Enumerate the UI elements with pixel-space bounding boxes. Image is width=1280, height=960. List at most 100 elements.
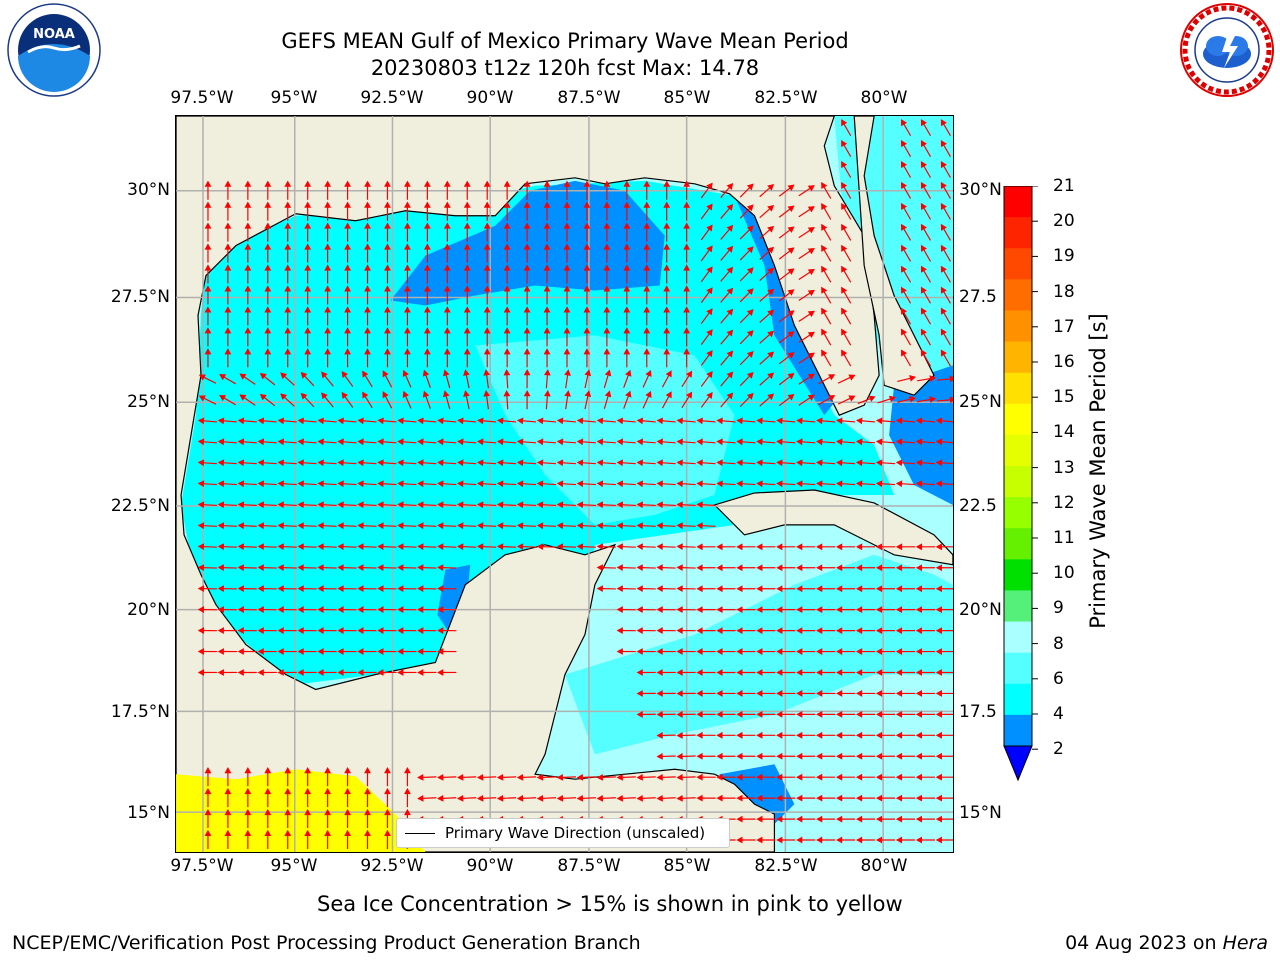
wave-direction-arrow (264, 327, 272, 347)
lat-tick-right: 30°N (959, 180, 1002, 200)
wave-direction-arrow (636, 480, 656, 488)
wave-direction-arrow (304, 306, 312, 326)
wave-direction-arrow (603, 180, 611, 200)
lon-tick-bottom: 97.5°W (170, 856, 234, 876)
wave-direction-arrow (759, 393, 775, 407)
wave-direction-arrow (300, 371, 315, 387)
wave-direction-arrow (556, 459, 576, 467)
wave-direction-arrow (935, 731, 953, 739)
wave-direction-arrow (321, 392, 334, 408)
wave-direction-arrow (683, 327, 691, 347)
colorbar-band (1004, 559, 1032, 591)
wave-direction-arrow (437, 417, 457, 425)
wave-direction-arrow (204, 201, 212, 221)
wave-direction-arrow (736, 752, 756, 760)
wave-direction-arrow (377, 459, 397, 467)
wave-direction-arrow (357, 501, 377, 509)
wave-direction-arrow (935, 606, 953, 614)
wave-direction-arrow (900, 140, 912, 157)
wave-direction-arrow (324, 787, 332, 808)
wave-direction-arrow (696, 564, 716, 572)
wave-direction-arrow (776, 606, 796, 614)
wave-direction-arrow (384, 264, 391, 284)
wave-direction-arrow (543, 348, 551, 368)
wave-direction-arrow (915, 794, 935, 802)
wave-direction-arrow (776, 627, 796, 635)
wave-direction-arrow (437, 585, 457, 593)
wave-direction-arrow (417, 794, 437, 802)
wave-direction-arrow (237, 480, 257, 488)
wave-direction-arrow (897, 395, 917, 403)
wave-direction-arrow (304, 766, 312, 787)
colorbar-band (1004, 403, 1032, 436)
wave-direction-arrow (304, 222, 312, 242)
wave-direction-arrow (855, 690, 876, 697)
wave-direction-arrow (237, 585, 257, 593)
wave-direction-arrow (841, 244, 852, 262)
wave-direction-arrow (317, 585, 337, 593)
wave-direction-arrow (656, 585, 676, 593)
wave-direction-arrow (264, 180, 272, 200)
wave-direction-arrow (422, 390, 431, 409)
wave-direction-arrow (837, 374, 856, 384)
wave-direction-arrow (778, 352, 795, 365)
wave-direction-arrow (443, 201, 451, 221)
wave-direction-arrow (204, 264, 212, 284)
wave-direction-arrow (855, 836, 876, 844)
wave-direction-arrow (915, 459, 936, 467)
wave-direction-arrow (443, 180, 451, 200)
wave-direction-arrow (277, 438, 297, 446)
wave-direction-arrow (855, 648, 876, 655)
wave-direction-arrow (756, 459, 776, 467)
wave-direction-arrow (297, 648, 317, 655)
wave-direction-arrow (357, 669, 377, 676)
wave-direction-arrow (940, 181, 951, 199)
wave-direction-arrow (636, 794, 656, 802)
wave-direction-arrow (397, 543, 417, 551)
wave-direction-arrow (836, 669, 856, 676)
wave-direction-arrow (736, 417, 756, 425)
wave-direction-arrow (700, 308, 713, 325)
wave-direction-arrow (583, 264, 591, 284)
wave-direction-arrow (776, 459, 796, 467)
wave-direction-arrow (543, 243, 551, 263)
wave-direction-arrow (836, 585, 856, 593)
wave-direction-arrow (344, 787, 351, 808)
wave-direction-arrow (423, 327, 431, 347)
wave-direction-arrow (324, 327, 332, 347)
wave-direction-arrow (915, 480, 936, 488)
wave-direction-arrow (739, 351, 754, 366)
wave-direction-arrow (280, 393, 295, 407)
wave-direction-arrow (237, 501, 257, 509)
wave-direction-arrow (676, 522, 696, 530)
colorbar-band (1004, 652, 1032, 685)
wave-direction-arrow (463, 201, 471, 221)
colorbar-label: 13 (1053, 457, 1075, 478)
wave-direction-arrow (463, 222, 471, 242)
wave-direction-arrow (696, 459, 716, 467)
wave-direction-arrow (244, 285, 252, 305)
wave-direction-arrow (563, 180, 571, 200)
wave-direction-arrow (915, 606, 935, 614)
wave-direction-arrow (816, 648, 836, 655)
wave-direction-arrow (583, 243, 591, 263)
wave-direction-arrow (935, 459, 953, 467)
wave-direction-arrow (855, 417, 876, 425)
wave-direction-arrow (798, 206, 815, 218)
wave-direction-arrow (244, 222, 252, 242)
wave-direction-arrow (224, 285, 232, 305)
wave-direction-arrow (756, 564, 776, 572)
wave-direction-arrow (404, 180, 411, 200)
wave-direction-arrow (483, 390, 491, 410)
wave-direction-arrow (423, 285, 431, 305)
wave-direction-arrow (798, 268, 815, 281)
wave-direction-arrow (284, 201, 292, 221)
wave-direction-arrow (855, 710, 876, 718)
wave-direction-arrow (317, 501, 337, 509)
wave-direction-arrow (284, 180, 292, 200)
wave-direction-arrow (935, 438, 953, 446)
wave-direction-arrow (516, 459, 537, 467)
wave-direction-arrow (344, 264, 351, 284)
wave-direction-arrow (915, 690, 935, 697)
wave-direction-arrow (284, 348, 292, 368)
